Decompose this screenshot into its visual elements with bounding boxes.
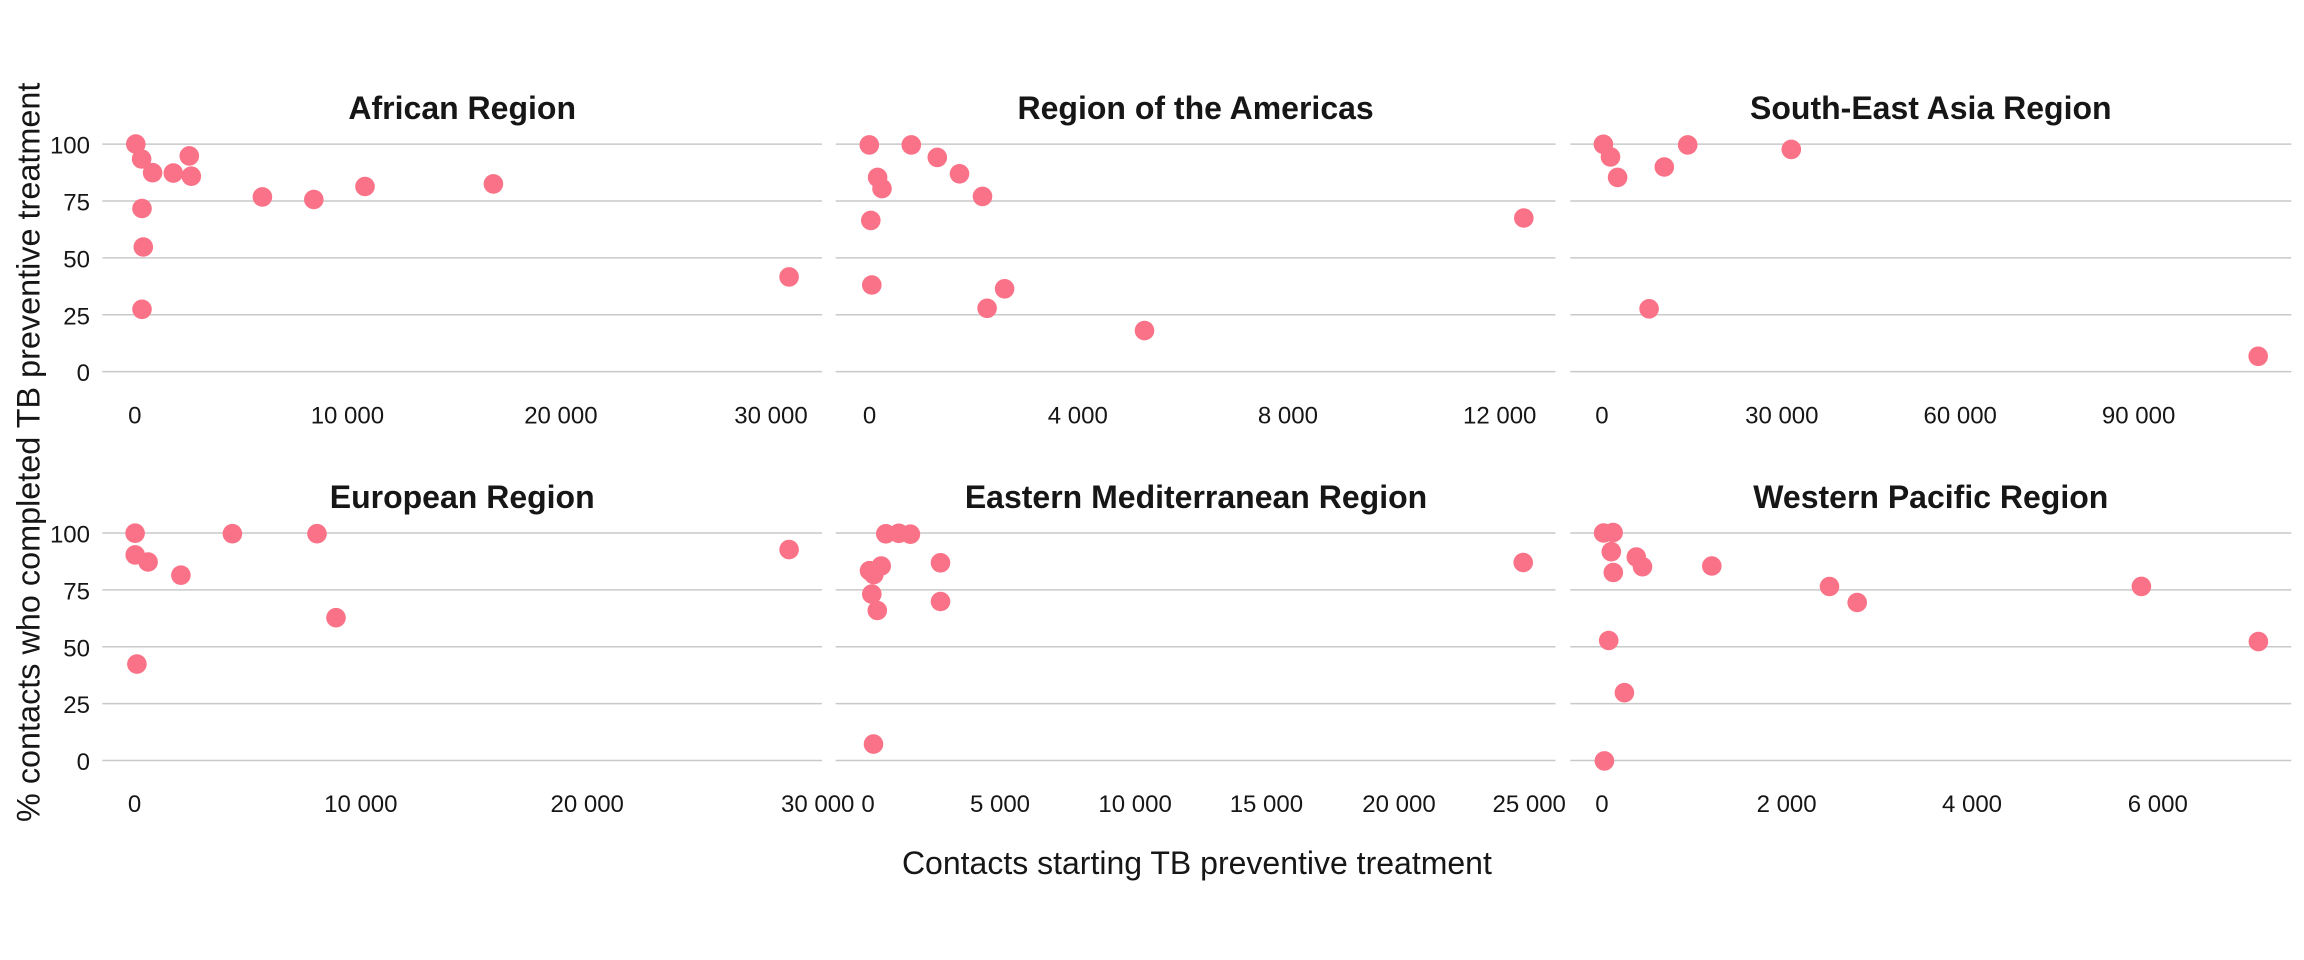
svg-text:50: 50 bbox=[63, 247, 90, 274]
svg-text:25: 25 bbox=[63, 303, 90, 330]
svg-text:Western Pacific Region: Western Pacific Region bbox=[1753, 479, 2108, 515]
svg-text:0: 0 bbox=[77, 749, 90, 776]
svg-text:100: 100 bbox=[50, 133, 90, 160]
svg-text:Eastern Mediterranean Region: Eastern Mediterranean Region bbox=[965, 479, 1427, 515]
svg-text:30 000: 30 000 bbox=[734, 402, 807, 429]
svg-text:Contacts starting TB preventiv: Contacts starting TB preventive treatmen… bbox=[902, 845, 1492, 881]
svg-text:0: 0 bbox=[77, 360, 90, 387]
svg-text:15 000: 15 000 bbox=[1230, 791, 1303, 818]
svg-text:0: 0 bbox=[863, 402, 876, 429]
svg-text:10 000: 10 000 bbox=[324, 791, 397, 818]
svg-text:2 000: 2 000 bbox=[1757, 791, 1817, 818]
svg-text:0: 0 bbox=[1595, 402, 1608, 429]
svg-text:20 000: 20 000 bbox=[1362, 791, 1435, 818]
svg-text:Region of the Americas: Region of the Americas bbox=[1017, 90, 1373, 126]
svg-text:75: 75 bbox=[63, 190, 90, 217]
svg-text:10 000: 10 000 bbox=[311, 402, 384, 429]
svg-text:30 000: 30 000 bbox=[781, 791, 854, 818]
svg-text:European Region: European Region bbox=[330, 479, 595, 515]
svg-text:4 000: 4 000 bbox=[1048, 402, 1108, 429]
svg-text:10 000: 10 000 bbox=[1098, 791, 1171, 818]
svg-text:25 000: 25 000 bbox=[1492, 791, 1565, 818]
svg-text:0: 0 bbox=[128, 402, 141, 429]
svg-text:African Region: African Region bbox=[348, 90, 576, 126]
svg-text:0: 0 bbox=[1595, 791, 1608, 818]
svg-text:30 000: 30 000 bbox=[1745, 402, 1818, 429]
svg-text:12 000: 12 000 bbox=[1463, 402, 1536, 429]
svg-text:0: 0 bbox=[128, 791, 141, 818]
svg-text:5 000: 5 000 bbox=[970, 791, 1030, 818]
svg-text:100: 100 bbox=[50, 522, 90, 549]
svg-text:60 000: 60 000 bbox=[1923, 402, 1996, 429]
svg-text:4 000: 4 000 bbox=[1942, 791, 2002, 818]
svg-text:6 000: 6 000 bbox=[2128, 791, 2188, 818]
svg-text:90 000: 90 000 bbox=[2102, 402, 2175, 429]
svg-text:75: 75 bbox=[63, 579, 90, 606]
svg-text:25: 25 bbox=[63, 692, 90, 719]
svg-text:% contacts who completed TB pr: % contacts who completed TB preventive t… bbox=[10, 83, 46, 822]
svg-text:20 000: 20 000 bbox=[524, 402, 597, 429]
svg-text:8 000: 8 000 bbox=[1258, 402, 1318, 429]
svg-text:0: 0 bbox=[861, 791, 874, 818]
svg-text:South-East Asia Region: South-East Asia Region bbox=[1750, 90, 2112, 126]
svg-text:50: 50 bbox=[63, 635, 90, 662]
svg-text:20 000: 20 000 bbox=[550, 791, 623, 818]
